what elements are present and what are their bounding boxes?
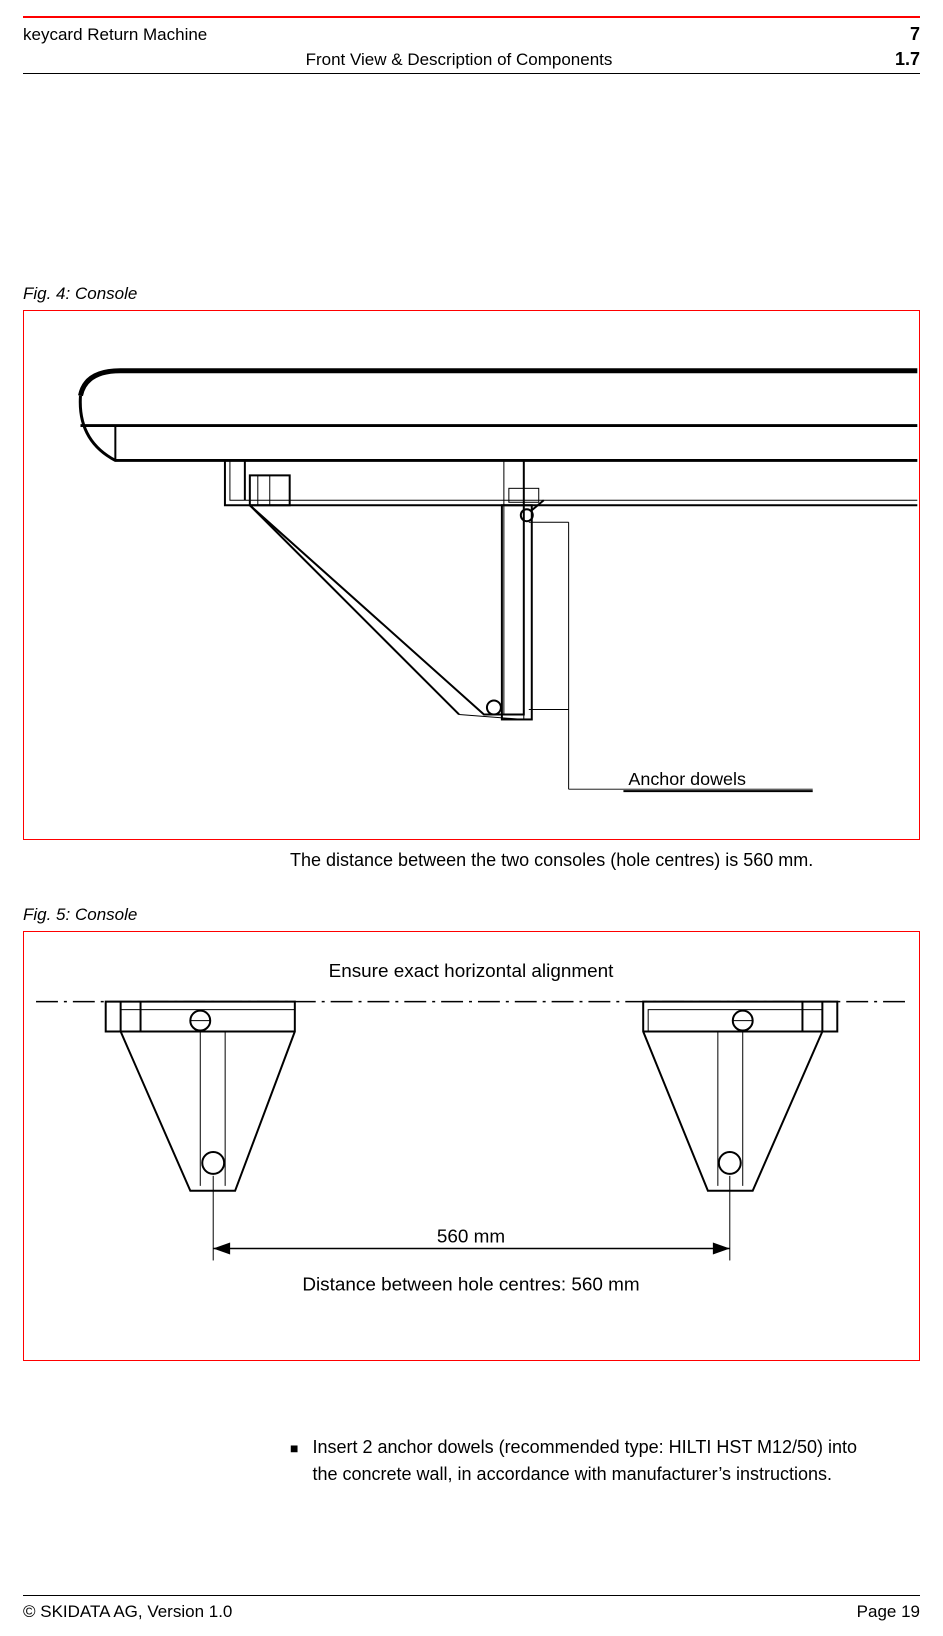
page-number: Page 19 (857, 1602, 920, 1622)
instruction-text-1: Insert 2 anchor dowels (recommended type… (312, 1434, 883, 1488)
figure-4-caption: Fig. 4: Console (23, 284, 137, 304)
figure-4-svg: Anchor dowels (24, 311, 919, 839)
page: keycard Return Machine 7 Front View & De… (0, 0, 943, 1636)
figure-5-caption: Fig. 5: Console (23, 905, 137, 925)
doc-title: keycard Return Machine (23, 23, 207, 47)
header-row-2: Front View & Description of Components 1… (23, 47, 920, 72)
section-number: 1.7 (895, 47, 920, 71)
header-row-1: keycard Return Machine 7 (23, 22, 920, 47)
page-footer: © SKIDATA AG, Version 1.0 Page 19 (23, 1602, 920, 1622)
dimension-560mm: 560 mm (437, 1227, 505, 1248)
distance-note: The distance between the two consoles (h… (290, 848, 903, 873)
horizontal-alignment-label: Ensure exact horizontal alignment (329, 961, 615, 982)
section-title: Front View & Description of Components (23, 48, 895, 72)
top-rule (23, 16, 920, 18)
copyright: © SKIDATA AG, Version 1.0 (23, 1602, 232, 1622)
chapter-number: 7 (910, 22, 920, 46)
figure-5-svg: Ensure exact horizontal alignment (24, 932, 919, 1360)
instruction-item-1: ■ Insert 2 anchor dowels (recommended ty… (290, 1434, 883, 1488)
anchor-dowels-label: Anchor dowels (628, 769, 746, 789)
page-header: keycard Return Machine 7 Front View & De… (23, 22, 920, 74)
instruction-list: ■ Insert 2 anchor dowels (recommended ty… (290, 1434, 883, 1488)
hole-centres-label: Distance between hole centres: 560 mm (302, 1274, 639, 1295)
footer-rule (23, 1595, 920, 1596)
figure-5: Ensure exact horizontal alignment (23, 931, 920, 1361)
square-bullet-icon: ■ (290, 1434, 298, 1488)
figure-4: Anchor dowels (23, 310, 920, 840)
